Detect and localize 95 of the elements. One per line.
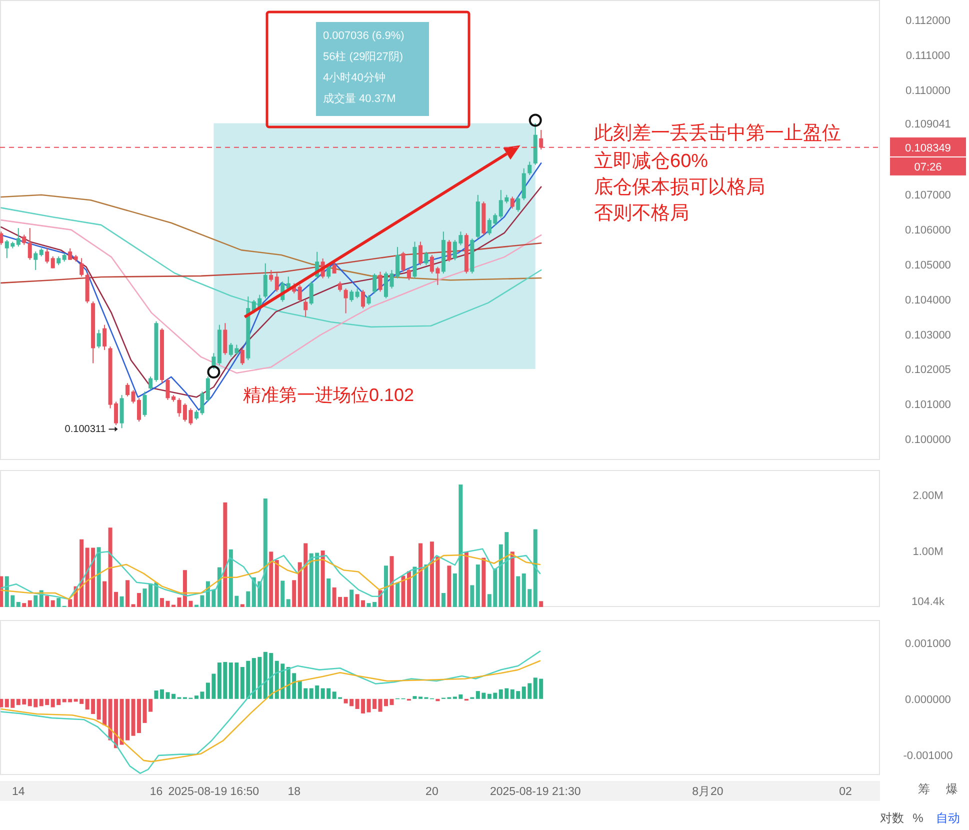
bar [406,571,411,607]
bar [418,543,422,607]
bar [22,603,26,607]
x-tick-label: 16 [150,786,163,798]
bar [395,582,400,607]
annotation: 立即减仓60% [594,150,708,172]
bar [263,498,268,607]
bar [510,552,514,607]
bar [120,596,124,607]
x-tick-label: 18 [288,786,300,798]
y-tick-label: 1.00M [912,546,944,558]
bar [280,580,285,607]
bar [223,502,228,607]
y-tick-label: 0.109041 [905,118,951,130]
y-tick-label: -0.001000 [903,750,953,762]
bar [292,580,296,607]
bar [326,578,331,607]
bar [350,590,354,607]
bar [470,585,474,607]
annotation: 0.007036 (6.9%) [323,30,404,42]
y-tick-label: 0.000000 [905,694,951,706]
bar [384,566,388,607]
line-series [0,194,542,281]
bar [424,564,428,607]
bar [482,558,486,607]
bar [56,598,61,607]
line-series [0,660,541,762]
x-tick-label: 8月20 [692,785,724,798]
text: 对数 [880,811,904,825]
y-tick-label: 0.112000 [905,14,951,27]
bar [50,600,55,607]
bar [68,599,72,607]
bar [412,696,417,699]
y-tick-label: 104.4k [911,596,946,608]
x-tick-label: 02 [839,786,852,798]
bar [246,591,250,607]
bar [34,595,38,607]
y-tick-label: 0.001000 [905,638,951,650]
line-series [0,650,541,774]
y-tick-label: 0.102005 [905,364,951,376]
line-series [0,219,542,374]
y-tick-label: 0.110000 [905,84,951,97]
y-tick-label: 0.103000 [905,329,951,342]
y-tick-label: 0.107000 [905,190,951,202]
bar [344,596,348,607]
y-tick-label: 2.00M [912,490,944,502]
annotation: 此刻差一丢丢击中第一止盈位 [594,122,841,144]
annotation: 底仓保本损可以格局 [594,176,765,198]
bar [126,580,130,607]
annotation: 成交量 40.37M [323,92,396,105]
y-tick-label: 0.106000 [905,224,951,236]
bar [401,576,406,607]
annotation: 4小时40分钟 [323,71,386,84]
y-tick-label: 0.105000 [905,259,951,272]
bar [96,547,101,607]
x-tick-label: 20 [426,786,438,798]
bar [447,566,452,607]
bar [274,560,279,607]
bar [286,599,290,607]
bar [102,581,107,607]
x-tick-label: 2025-08-19 21:30 [490,786,581,798]
bar [476,564,480,607]
text: 07:26 [914,161,942,174]
line-series [0,242,542,284]
bar [28,600,32,607]
text: % [912,811,924,825]
annotation: 精准第一进场位0.102 [243,385,414,405]
text: 筹 [918,782,930,796]
annotation: 0.100311 [64,424,106,436]
bar [269,552,274,607]
bar [516,576,520,607]
annotation: 否则不格局 [594,203,689,224]
text: 自动 [936,811,960,825]
y-tick-label: 0.111000 [906,50,950,62]
text: 爆 [946,782,958,796]
bar [390,556,394,607]
bar [320,550,325,607]
y-tick-label: 0.101000 [905,399,951,412]
ref-line-label: 0.108349 [905,142,951,154]
annotation: 56柱 (29阳27阴) [323,51,404,63]
bar [16,602,20,607]
x-tick-label: 14 [12,786,26,798]
bar [45,596,50,607]
bar [464,552,468,607]
x-tick-label: 2025-08-19 16:50 [168,786,260,798]
bar [240,604,244,607]
y-tick-label: 0.104000 [905,294,951,306]
bar [154,690,158,699]
line-series [0,207,542,328]
bar [539,601,544,607]
bar [412,566,417,607]
bar [441,593,446,607]
bar [0,698,4,708]
y-tick-label: 0.100000 [905,434,951,446]
bar [533,529,538,607]
